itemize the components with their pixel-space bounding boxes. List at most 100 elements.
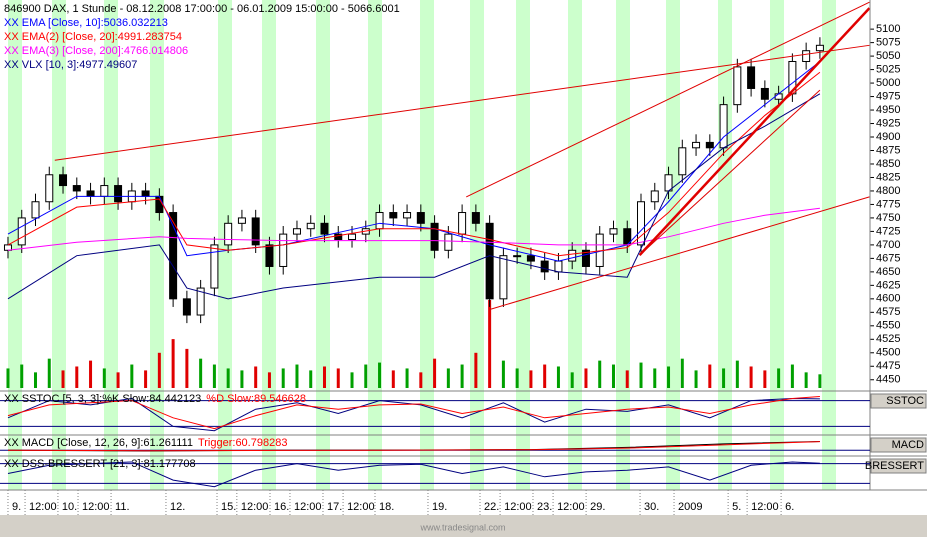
volume-bar (240, 370, 244, 388)
candle-body (815, 44, 824, 52)
volume-bar (777, 368, 781, 388)
x-tick-label: 10. (62, 501, 77, 513)
session-band (516, 0, 530, 490)
volume-bar (694, 370, 698, 388)
session-band (8, 0, 22, 490)
x-tick-label: 2009 (678, 501, 702, 513)
x-tick-label: 12:00 (82, 501, 110, 513)
trendline (466, 1, 870, 198)
volume-bar (226, 368, 230, 388)
candle-body (292, 228, 301, 235)
y-tick-label: 4850 (876, 158, 900, 170)
volume-bar (625, 370, 629, 388)
volume-bar (708, 364, 712, 388)
volume-bar (199, 358, 203, 388)
candle-body (45, 174, 54, 203)
candle-body (554, 260, 563, 273)
panel-label-box (870, 458, 927, 474)
volume-bar (6, 368, 10, 388)
candle-body (182, 298, 191, 316)
volume-bar (667, 366, 671, 388)
volume-bar (653, 368, 657, 388)
candle-body (334, 233, 343, 241)
y-tick-label: 5025 (876, 63, 900, 75)
volume-bar (556, 366, 560, 388)
panel-axis-label: SSTOC (886, 395, 924, 407)
volume-bar (722, 368, 726, 388)
y-tick-label: 5000 (876, 77, 900, 89)
candle-body (678, 147, 687, 176)
candle-body (430, 222, 439, 251)
candle-body (141, 190, 150, 197)
volume-bar (47, 358, 51, 388)
volume-bar (598, 360, 602, 388)
y-tick-label: 4975 (876, 90, 900, 102)
candle-body (760, 87, 769, 100)
indicator-line (7, 396, 820, 430)
y-tick-label: 5100 (876, 23, 900, 35)
y-tick-label: 4725 (876, 225, 900, 237)
footer-bar (0, 515, 927, 537)
candle-body (581, 249, 590, 267)
indicator-line (7, 397, 820, 432)
x-tick-label: 12:00 (347, 501, 375, 513)
volume-bar (309, 370, 313, 388)
x-tick-label: 19. (432, 501, 447, 513)
session-band (104, 0, 118, 490)
candle-body (100, 185, 109, 197)
panel-label-box (870, 393, 927, 409)
panel-label: %D Slow:89.546628 (206, 393, 306, 405)
volume-bar (378, 362, 382, 388)
volume-bar (680, 358, 684, 388)
volume-bar (474, 352, 478, 388)
legend-entry: XX EMA(3) [Close, 200]:4766.014806 (4, 45, 188, 57)
volume-bar (34, 372, 38, 388)
volume-bar (419, 372, 423, 388)
volume-bar (818, 374, 822, 388)
volume-bar (501, 360, 505, 388)
y-tick-label: 4450 (876, 374, 900, 386)
candle-body (265, 244, 274, 267)
volume-bar (89, 360, 93, 388)
volume-bar (584, 368, 588, 388)
trendline (490, 196, 870, 310)
candle-body (72, 185, 81, 192)
candle-body (526, 255, 535, 262)
session-band (420, 0, 434, 490)
indicator-line (7, 461, 820, 488)
overlay-line (7, 93, 821, 300)
indicator-panels: SSTOC XX SSTOC [5, 3, 3]:%K Slow:84.44212… (0, 390, 927, 491)
y-tick-label: 4525 (876, 333, 900, 345)
volume-bar (515, 368, 519, 388)
x-tick-label: 23. (537, 501, 552, 513)
volume-bar (171, 339, 175, 388)
volume-bar (804, 372, 808, 388)
y-tick-label: 4950 (876, 104, 900, 116)
trendline (638, 7, 870, 256)
indicator-line (7, 441, 820, 452)
y-tick-label: 5050 (876, 50, 900, 62)
candle-body (568, 249, 577, 262)
candle-body (719, 104, 728, 149)
y-tick-label: 4900 (876, 131, 900, 143)
volume-bar (350, 372, 354, 388)
candle-body (499, 255, 508, 300)
volume-bar (405, 368, 409, 388)
volume-bar (364, 364, 368, 388)
candle-body (279, 233, 288, 267)
x-tick-label: 17. (327, 501, 342, 513)
candle-body (458, 212, 467, 235)
volume-bar (735, 360, 739, 388)
overlay-line (7, 207, 820, 251)
candle-body (705, 141, 714, 149)
overlay-line (7, 71, 821, 257)
y-tick-label: 4475 (876, 360, 900, 372)
session-band (718, 0, 732, 490)
candle-body (389, 212, 398, 219)
volume-bar (281, 368, 285, 388)
volume-bar (295, 364, 299, 388)
candle-body (31, 201, 40, 219)
session-band (770, 0, 784, 490)
y-tick-label: 4925 (876, 117, 900, 129)
